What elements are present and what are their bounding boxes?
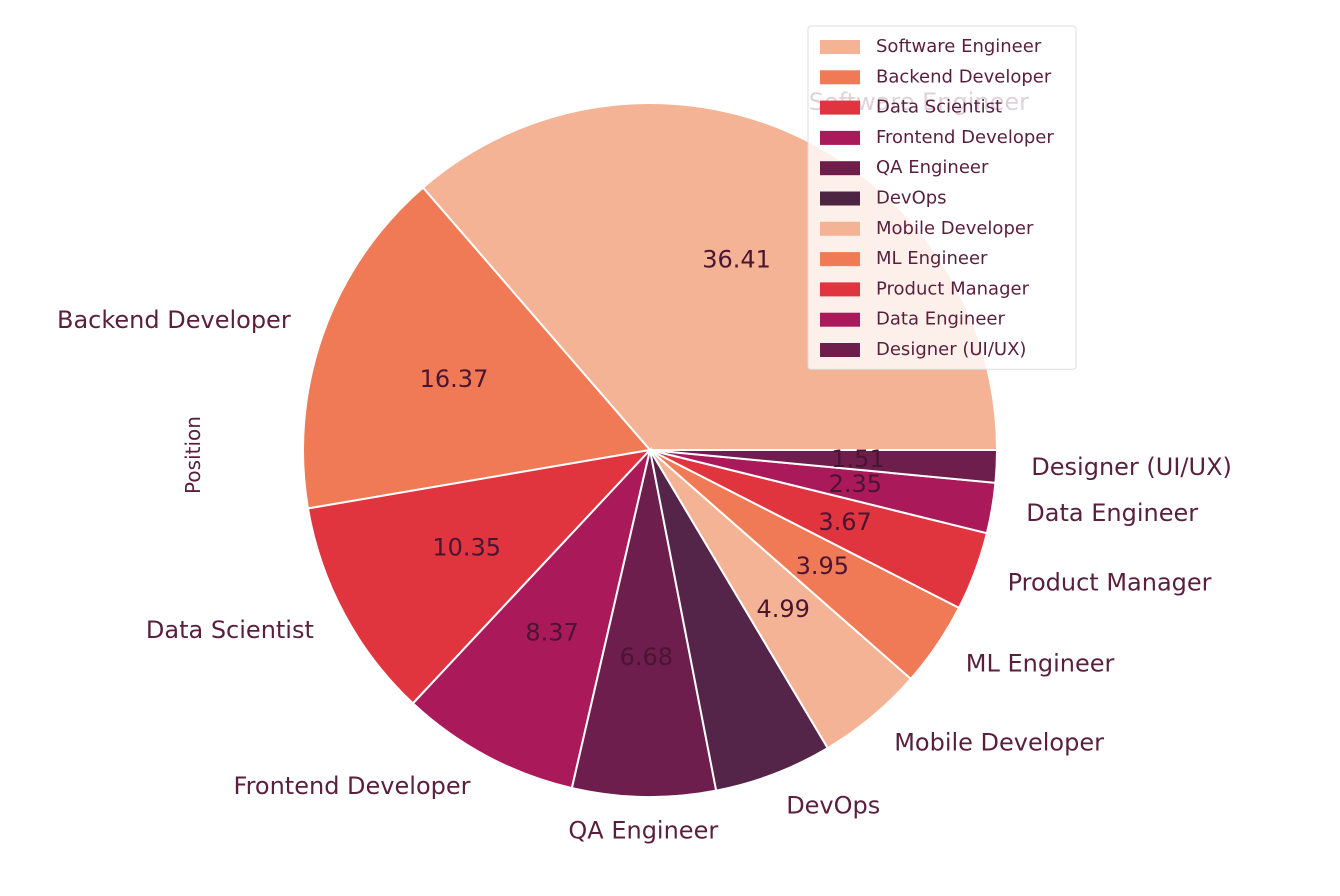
category-label-mobile-developer: Mobile Developer (894, 728, 1104, 756)
percentage-labels: 36.41 16.37 10.35 8.37 6.68 4.99 3.95 3.67 2.351… (420, 246, 885, 672)
legend-label-backend-developer: Backend Developer (876, 66, 1052, 87)
value-label-backend-developer: 16.37 (420, 365, 489, 393)
legend-swatch-data-scientist (820, 100, 860, 115)
legend-label-designer-ui-ux: Designer (UI/UX) (876, 339, 1026, 360)
legend-label-data-scientist: Data Scientist (876, 97, 1002, 118)
legend-label-data-engineer: Data Engineer (876, 309, 1005, 330)
legend-swatch-qa-engineer (820, 161, 860, 176)
value-label-ml-engineer: 3.95 (796, 552, 849, 580)
legend-label-software-engineer: Software Engineer (876, 36, 1042, 57)
legend-label-devops: DevOps (876, 188, 947, 209)
category-label-data-engineer: Data Engineer (1026, 499, 1198, 527)
category-label-ml-engineer: ML Engineer (966, 649, 1115, 677)
value-label-qa-engineer: 6.68 (620, 643, 673, 671)
category-label-data-scientist: Data Scientist (146, 616, 314, 644)
y-axis-label: Position (181, 416, 205, 494)
value-label-data-engineer: 2.35 (829, 470, 882, 498)
legend-swatch-product-manager (820, 282, 860, 297)
legend: Software Engineer Backend Developer Data S… (807, 25, 1077, 370)
value-label-data-scientist: 10.35 (432, 534, 501, 562)
legend-swatch-devops (820, 191, 860, 206)
legend-swatch-software-engineer (820, 40, 860, 54)
value-label-designer-ui-ux: 1.51 (831, 445, 884, 473)
legend-swatch-designer-ui-ux (820, 343, 860, 357)
value-label-frontend-developer: 8.37 (525, 619, 578, 647)
legend-label-ml-engineer: ML Engineer (876, 248, 988, 269)
pie-slice-data-scientist (306, 448, 653, 705)
legend-swatch-backend-developer (820, 70, 860, 85)
category-label-backend-developer: Backend Developer (57, 306, 291, 334)
value-label-mobile-developer: 4.99 (756, 595, 809, 623)
legend-label-frontend-developer: Frontend Developer (876, 127, 1054, 148)
legend-swatch-ml-engineer (820, 252, 860, 267)
pie-slice-backend-developer (302, 186, 652, 510)
pie-slice-designer-ui-ux (649, 449, 999, 484)
legend-frame (807, 25, 1077, 370)
legend-label-product-manager: Product Manager (876, 278, 1030, 299)
category-label-product-manager: Product Manager (1008, 569, 1212, 597)
legend-swatch-mobile-developer (820, 221, 860, 236)
category-label-designer-ui-ux: Designer (UI/UX) (1031, 453, 1232, 481)
value-label-software-engineer: 36.41 (702, 246, 771, 274)
category-label-frontend-developer: Frontend Developer (234, 772, 471, 800)
legend-swatch-data-engineer (820, 312, 860, 327)
value-label-product-manager: 3.67 (818, 508, 871, 536)
category-label-devops: DevOps (786, 792, 880, 820)
legend-label-mobile-developer: Mobile Developer (876, 218, 1034, 239)
legend-swatch-frontend-developer (820, 130, 860, 145)
pie-slice-qa-engineer (570, 449, 718, 798)
legend-label-qa-engineer: QA Engineer (876, 157, 989, 178)
category-label-qa-engineer: QA Engineer (568, 817, 718, 845)
